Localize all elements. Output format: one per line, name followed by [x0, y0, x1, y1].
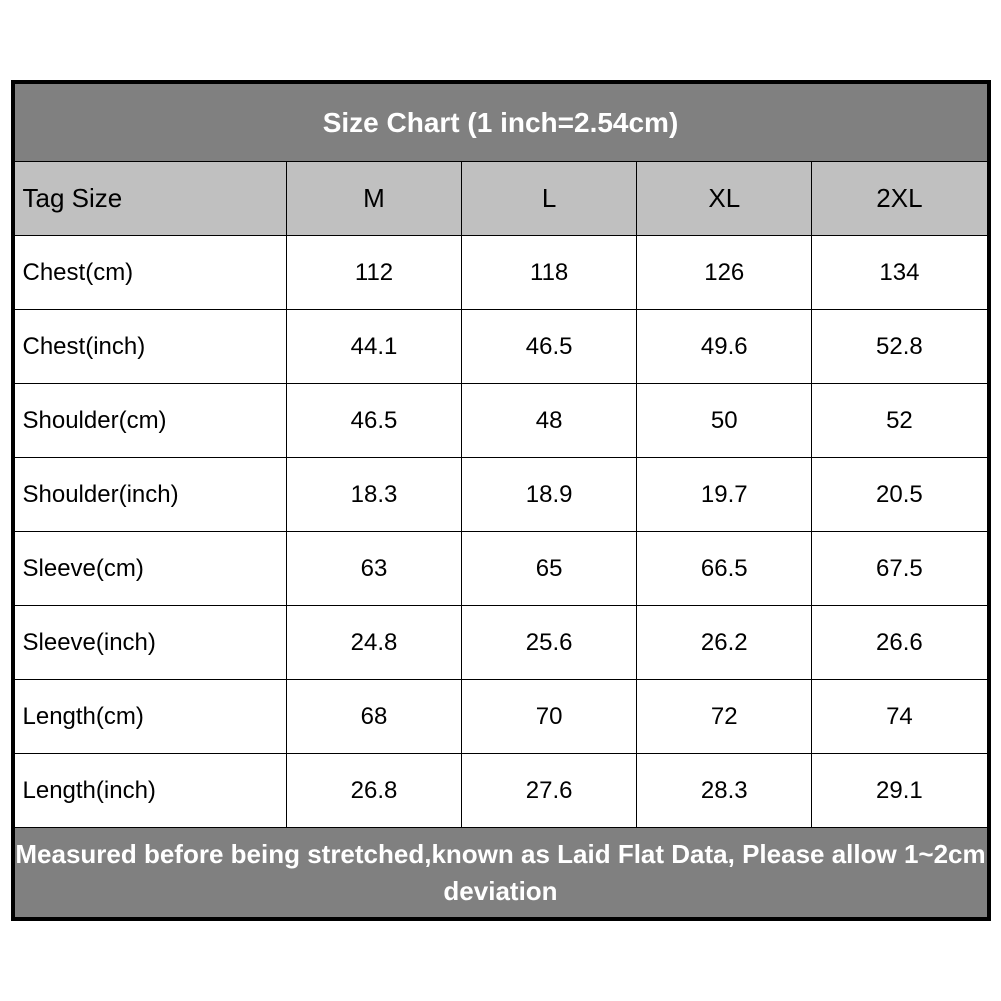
cell-value: 68	[286, 680, 461, 754]
cell-value: 44.1	[286, 310, 461, 384]
size-header-l: L	[462, 162, 637, 236]
cell-value: 25.6	[462, 606, 637, 680]
cell-value: 29.1	[812, 754, 987, 828]
row-label: Sleeve(cm)	[14, 532, 286, 606]
footer-row: Measured before being stretched,known as…	[14, 828, 987, 918]
row-label: Chest(cm)	[14, 236, 286, 310]
cell-value: 46.5	[286, 384, 461, 458]
size-header-xl: XL	[637, 162, 812, 236]
cell-value: 112	[286, 236, 461, 310]
cell-value: 27.6	[462, 754, 637, 828]
header-label: Tag Size	[14, 162, 286, 236]
row-label: Length(inch)	[14, 754, 286, 828]
cell-value: 19.7	[637, 458, 812, 532]
table-row: Sleeve(inch) 24.8 25.6 26.2 26.6	[14, 606, 987, 680]
row-label: Shoulder(cm)	[14, 384, 286, 458]
cell-value: 74	[812, 680, 987, 754]
table-row: Chest(cm) 112 118 126 134	[14, 236, 987, 310]
cell-value: 24.8	[286, 606, 461, 680]
row-label: Chest(inch)	[14, 310, 286, 384]
cell-value: 28.3	[637, 754, 812, 828]
cell-value: 52	[812, 384, 987, 458]
table-row: Sleeve(cm) 63 65 66.5 67.5	[14, 532, 987, 606]
row-label: Length(cm)	[14, 680, 286, 754]
cell-value: 50	[637, 384, 812, 458]
cell-value: 66.5	[637, 532, 812, 606]
cell-value: 48	[462, 384, 637, 458]
size-chart-container: Size Chart (1 inch=2.54cm) Tag Size M L …	[11, 80, 991, 921]
header-row: Tag Size M L XL 2XL	[14, 162, 987, 236]
chart-footer: Measured before being stretched,known as…	[14, 828, 987, 918]
cell-value: 26.8	[286, 754, 461, 828]
row-label: Sleeve(inch)	[14, 606, 286, 680]
cell-value: 63	[286, 532, 461, 606]
cell-value: 72	[637, 680, 812, 754]
table-row: Shoulder(cm) 46.5 48 50 52	[14, 384, 987, 458]
cell-value: 65	[462, 532, 637, 606]
cell-value: 126	[637, 236, 812, 310]
cell-value: 18.3	[286, 458, 461, 532]
size-header-m: M	[286, 162, 461, 236]
size-header-2xl: 2XL	[812, 162, 987, 236]
row-label: Shoulder(inch)	[14, 458, 286, 532]
table-row: Chest(inch) 44.1 46.5 49.6 52.8	[14, 310, 987, 384]
table-row: Length(inch) 26.8 27.6 28.3 29.1	[14, 754, 987, 828]
cell-value: 20.5	[812, 458, 987, 532]
cell-value: 134	[812, 236, 987, 310]
cell-value: 67.5	[812, 532, 987, 606]
cell-value: 18.9	[462, 458, 637, 532]
cell-value: 26.6	[812, 606, 987, 680]
title-row: Size Chart (1 inch=2.54cm)	[14, 84, 987, 162]
table-row: Length(cm) 68 70 72 74	[14, 680, 987, 754]
cell-value: 46.5	[462, 310, 637, 384]
cell-value: 70	[462, 680, 637, 754]
cell-value: 118	[462, 236, 637, 310]
table-row: Shoulder(inch) 18.3 18.9 19.7 20.5	[14, 458, 987, 532]
cell-value: 52.8	[812, 310, 987, 384]
size-chart-table: Size Chart (1 inch=2.54cm) Tag Size M L …	[14, 83, 988, 918]
chart-title: Size Chart (1 inch=2.54cm)	[14, 84, 987, 162]
cell-value: 49.6	[637, 310, 812, 384]
cell-value: 26.2	[637, 606, 812, 680]
